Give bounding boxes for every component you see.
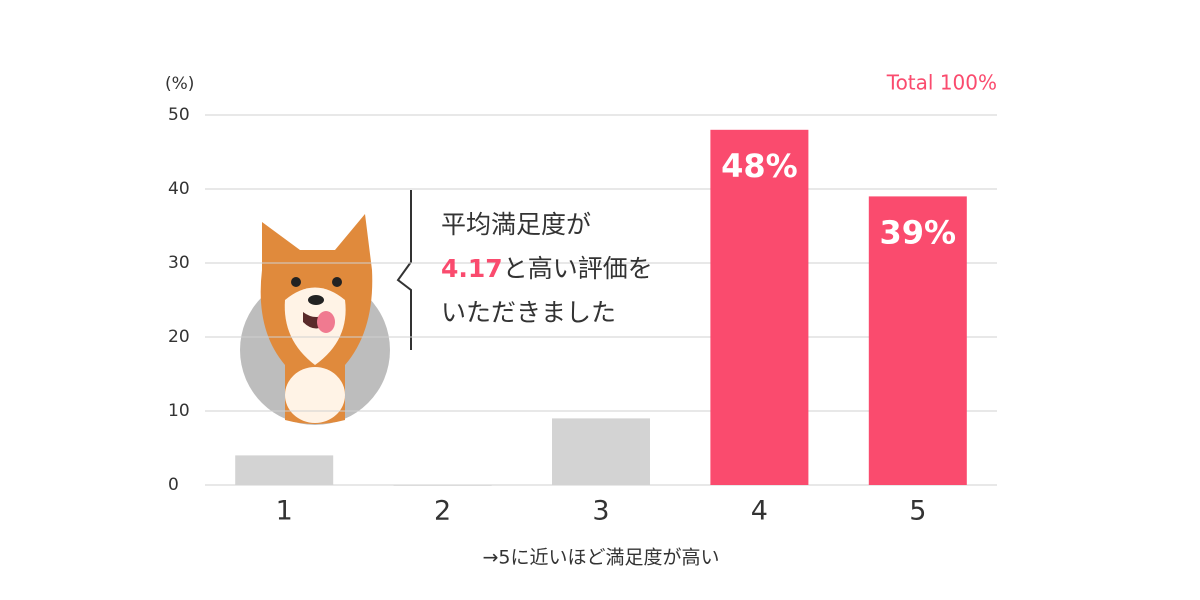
annotation-line: 平均満足度が <box>441 210 591 239</box>
bar <box>552 418 650 485</box>
annotation-text: と高い評価を <box>503 254 653 283</box>
annotation-text: 平均満足度が <box>441 210 591 239</box>
bar <box>235 455 334 485</box>
annotation-line: いただきました <box>441 298 616 327</box>
x-axis-label: →5に近いほど満足度が高い <box>482 547 719 569</box>
y-tick-label: 10 <box>168 401 190 421</box>
bar <box>393 485 492 486</box>
bracket <box>396 190 412 350</box>
data-label: 39% <box>880 213 957 251</box>
total-note: Total 100% <box>886 71 997 95</box>
dog-illustration <box>240 214 390 425</box>
y-unit: (%) <box>165 74 194 94</box>
bar <box>868 196 967 485</box>
x-tick-label: 1 <box>276 496 293 527</box>
annotation-highlight: 4.17 <box>441 254 503 283</box>
x-tick-label: 2 <box>434 496 451 527</box>
y-tick-label: 40 <box>168 179 190 199</box>
x-tick-label: 3 <box>592 496 609 527</box>
data-label: 48% <box>721 147 798 185</box>
y-tick-label: 0 <box>168 475 179 495</box>
x-tick-label: 5 <box>909 496 926 527</box>
annotation-text: いただきました <box>441 298 616 327</box>
y-tick-label: 50 <box>168 105 190 125</box>
bar <box>710 129 809 486</box>
y-tick-label: 20 <box>168 327 190 347</box>
x-tick-label: 4 <box>751 496 768 527</box>
annotation-line: 4.17と高い評価を <box>441 254 653 283</box>
y-tick-label: 30 <box>168 253 190 273</box>
